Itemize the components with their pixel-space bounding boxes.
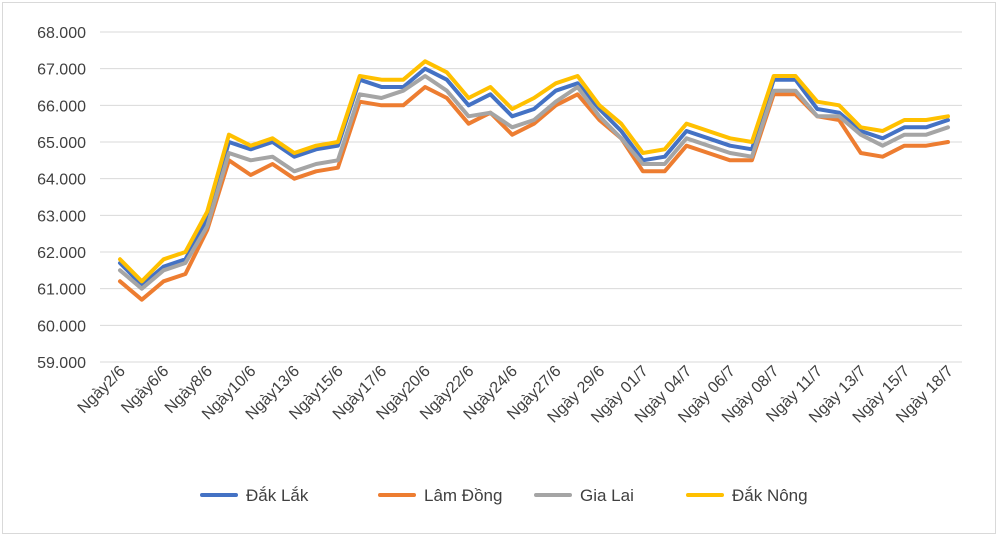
series-line: [118, 66, 950, 287]
series-lines: [118, 59, 950, 302]
y-tick-label: 67.000: [37, 62, 86, 79]
y-tick-label: 65.000: [37, 135, 86, 152]
legend-label: Đắk Nông: [732, 486, 808, 505]
legend-label: Lâm Đồng: [424, 486, 502, 505]
y-tick-label: 68.000: [37, 25, 86, 42]
series-line: [118, 74, 950, 291]
y-axis-ticks: 59.000 60.000 61.000 62.000 63.000 64.000 65.0…: [37, 25, 86, 372]
legend: Đắk Lắk Lâm Đồng Gia Lai Đắk Nông: [200, 486, 808, 505]
y-tick-label: 66.000: [37, 98, 86, 115]
series-line: [118, 59, 950, 284]
legend-label: Gia Lai: [580, 486, 634, 505]
y-tick-label: 62.000: [37, 245, 86, 262]
gridlines: [100, 31, 962, 326]
y-tick-label: 59.000: [37, 355, 86, 372]
y-tick-label: 64.000: [37, 172, 86, 189]
x-axis-ticks: Ngày2/6Ngày6/6Ngày8/6Ngày10/6Ngày13/6Ngà…: [75, 363, 957, 427]
y-tick-label: 61.000: [37, 282, 86, 299]
y-tick-label: 60.000: [37, 318, 86, 335]
legend-label: Đắk Lắk: [246, 486, 309, 505]
y-tick-label: 63.000: [37, 208, 86, 225]
